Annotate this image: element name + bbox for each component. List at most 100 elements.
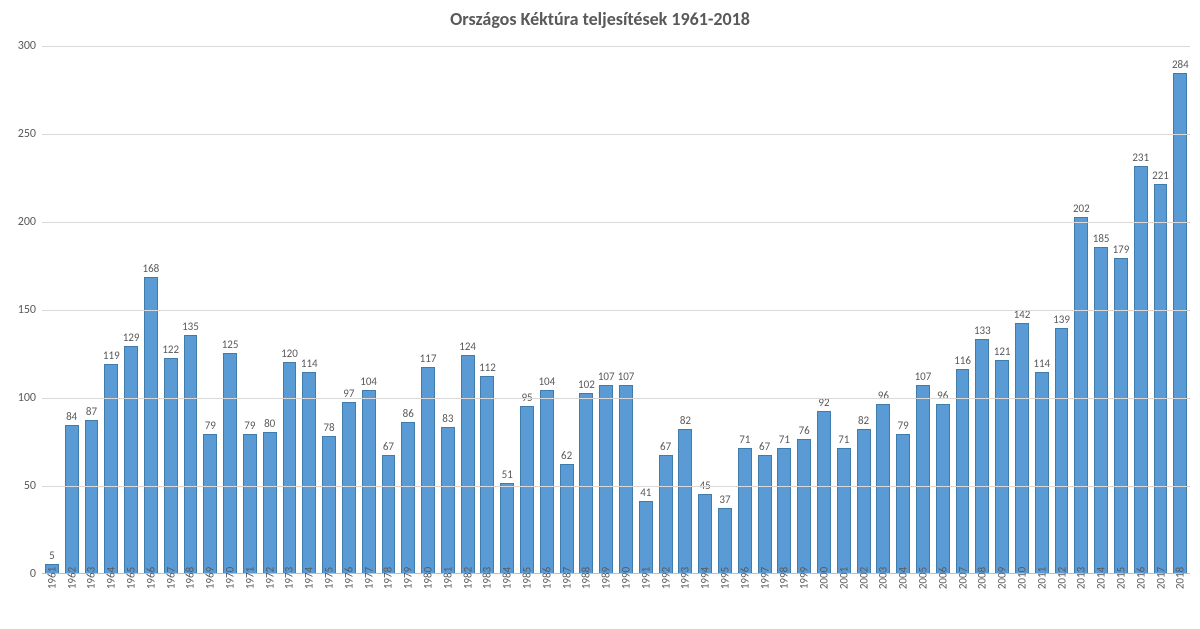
bar-value-label: 78 (319, 421, 339, 434)
x-label-slot: 1983 (478, 574, 498, 629)
x-tick-label: 2018 (1174, 567, 1187, 589)
bar-value-label: 117 (418, 352, 438, 365)
bar (1154, 184, 1168, 574)
bar (817, 411, 831, 574)
bar-value-label: 139 (1052, 313, 1072, 326)
x-axis-labels: 1961196219631964196519661967196819691970… (42, 574, 1190, 629)
bar (500, 483, 514, 574)
x-label-slot: 1975 (319, 574, 339, 629)
bar (520, 406, 534, 574)
x-tick-label: 1983 (481, 567, 494, 589)
bar-value-label: 116 (953, 354, 973, 367)
bar (164, 358, 178, 574)
x-tick-label: 1981 (441, 567, 454, 589)
x-tick-label: 1986 (540, 567, 553, 589)
x-tick-label: 1996 (738, 567, 751, 589)
x-label-slot: 1962 (62, 574, 82, 629)
bar (876, 404, 890, 574)
x-tick-label: 1963 (85, 567, 98, 589)
x-tick-label: 2011 (1035, 567, 1048, 589)
bar (302, 372, 316, 574)
x-tick-label: 2001 (837, 567, 850, 589)
x-label-slot: 1987 (557, 574, 577, 629)
x-tick-label: 1991 (639, 567, 652, 589)
x-tick-label: 2015 (1114, 567, 1127, 589)
bar (1173, 73, 1187, 574)
bar-value-label: 179 (1111, 243, 1131, 256)
gridline (42, 222, 1190, 223)
bar-value-label: 202 (1071, 202, 1091, 215)
bar (1094, 247, 1108, 574)
bar-value-label: 133 (972, 324, 992, 337)
x-tick-label: 1964 (105, 567, 118, 589)
x-tick-label: 2013 (1075, 567, 1088, 589)
bar-value-label: 79 (200, 419, 220, 432)
bar-value-label: 67 (379, 440, 399, 453)
x-tick-label: 1989 (600, 567, 613, 589)
x-tick-label: 1972 (263, 567, 276, 589)
x-label-slot: 2016 (1131, 574, 1151, 629)
bar (382, 455, 396, 574)
bar-value-label: 112 (478, 361, 498, 374)
x-tick-label: 2014 (1095, 567, 1108, 589)
x-label-slot: 1964 (101, 574, 121, 629)
bar (263, 432, 277, 574)
bar (579, 393, 593, 574)
y-tick-label: 100 (18, 391, 36, 405)
x-tick-label: 1985 (521, 567, 534, 589)
bar-value-label: 107 (616, 370, 636, 383)
x-label-slot: 1966 (141, 574, 161, 629)
bar-value-label: 122 (161, 343, 181, 356)
gridline (42, 310, 1190, 311)
x-label-slot: 2018 (1170, 574, 1190, 629)
bar (480, 376, 494, 574)
x-label-slot: 1977 (359, 574, 379, 629)
x-tick-label: 1995 (718, 567, 731, 589)
bar-value-label: 84 (62, 410, 82, 423)
x-tick-label: 1973 (283, 567, 296, 589)
x-tick-label: 1962 (65, 567, 78, 589)
x-tick-label: 2000 (817, 567, 830, 589)
bar-value-label: 135 (181, 320, 201, 333)
x-tick-label: 1979 (402, 567, 415, 589)
y-tick-label: 150 (18, 303, 36, 317)
x-label-slot: 2009 (992, 574, 1012, 629)
y-tick-label: 0 (30, 567, 36, 581)
x-label-slot: 2000 (814, 574, 834, 629)
x-label-slot: 2012 (1052, 574, 1072, 629)
gridline (42, 486, 1190, 487)
x-tick-label: 1967 (164, 567, 177, 589)
plot-area: 5848711912916812213579125798012011478971… (42, 46, 1190, 574)
bar-value-label: 168 (141, 262, 161, 275)
x-tick-label: 1997 (758, 567, 771, 589)
bar-value-label: 5 (42, 549, 62, 562)
x-tick-label: 1987 (560, 567, 573, 589)
x-tick-label: 1977 (362, 567, 375, 589)
x-label-slot: 1978 (379, 574, 399, 629)
x-label-slot: 1973 (280, 574, 300, 629)
x-label-slot: 1981 (438, 574, 458, 629)
bar (540, 390, 554, 574)
x-label-slot: 2013 (1071, 574, 1091, 629)
x-tick-label: 1966 (144, 567, 157, 589)
x-tick-label: 1976 (342, 567, 355, 589)
x-label-slot: 1986 (537, 574, 557, 629)
x-tick-label: 1968 (184, 567, 197, 589)
x-label-slot: 1976 (339, 574, 359, 629)
bar (718, 508, 732, 574)
bar (283, 362, 297, 574)
x-label-slot: 2011 (1032, 574, 1052, 629)
bar-value-label: 231 (1131, 151, 1151, 164)
x-label-slot: 2010 (1012, 574, 1032, 629)
x-label-slot: 1997 (755, 574, 775, 629)
x-label-slot: 2001 (834, 574, 854, 629)
bar (1035, 372, 1049, 574)
x-label-slot: 1990 (616, 574, 636, 629)
x-label-slot: 1963 (82, 574, 102, 629)
y-tick-label: 300 (18, 39, 36, 53)
x-label-slot: 1991 (636, 574, 656, 629)
x-label-slot: 1965 (121, 574, 141, 629)
bar-value-label: 67 (755, 440, 775, 453)
bar (936, 404, 950, 574)
bar (1074, 217, 1088, 574)
